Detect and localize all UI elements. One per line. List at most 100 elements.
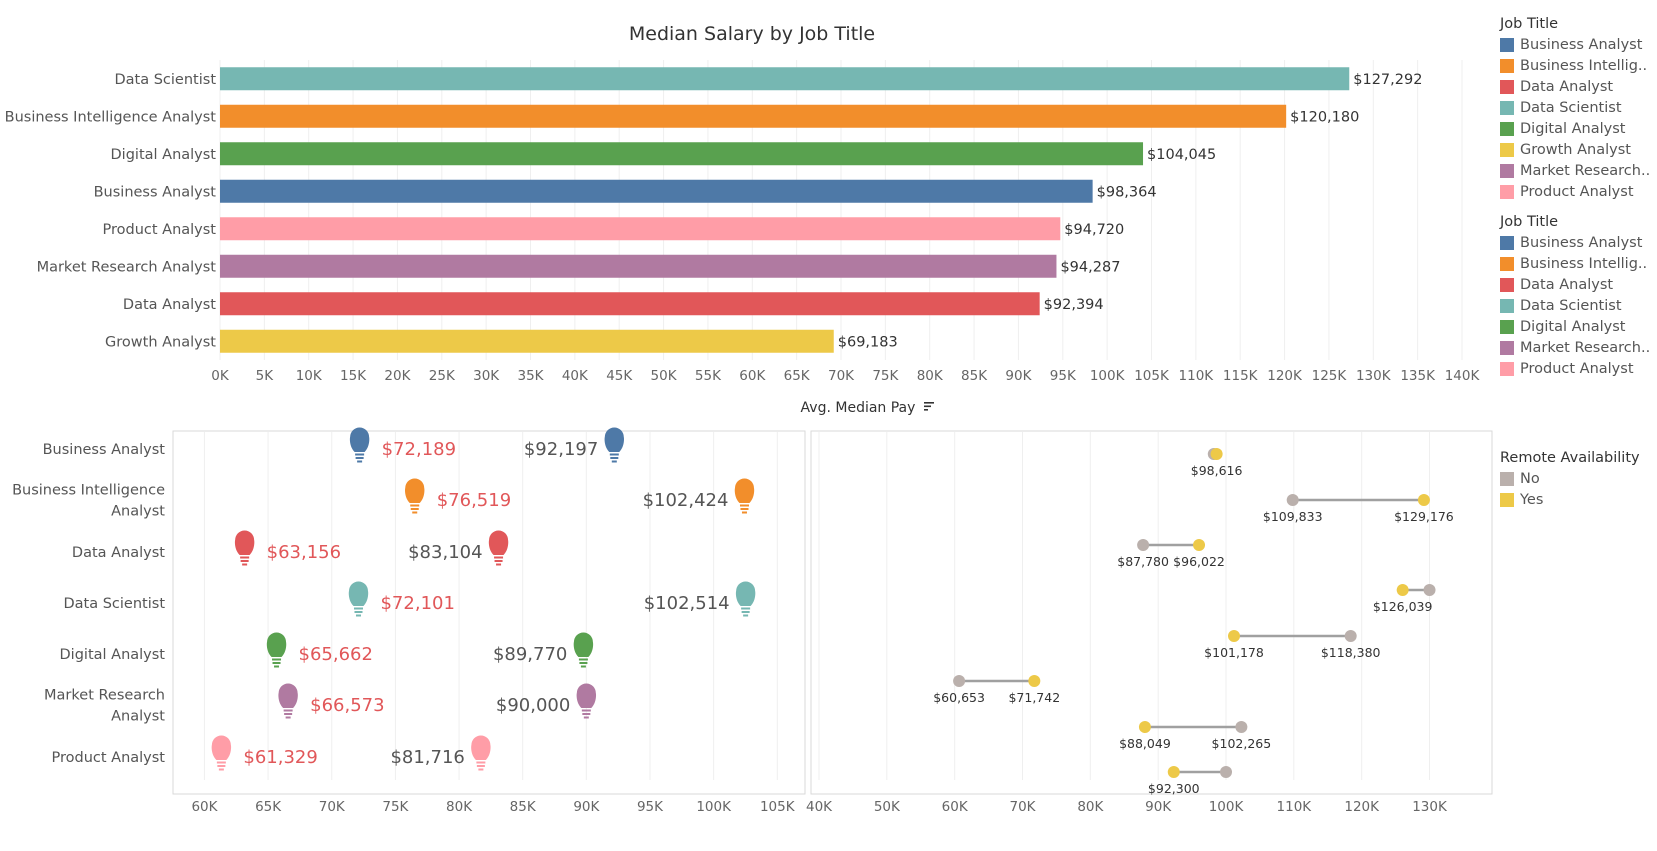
lightbulb-icon[interactable] xyxy=(735,581,756,617)
x-tick-label: 40K xyxy=(806,799,833,815)
lightbulb-icon[interactable] xyxy=(266,632,287,668)
x-tick-label: 110K xyxy=(1179,368,1215,384)
lightbulb-base xyxy=(494,556,504,559)
legend-item[interactable]: No xyxy=(1500,468,1640,489)
bar[interactable] xyxy=(220,292,1040,316)
lightbulb-base xyxy=(242,563,248,566)
remote-no-dot[interactable] xyxy=(953,675,966,687)
legend-item[interactable]: Data Scientist xyxy=(1500,295,1650,316)
lightbulb-icon[interactable] xyxy=(211,735,232,771)
legend-job-title-lightbulbs: Job Title Business Analyst Business Intel… xyxy=(1500,212,1650,379)
lightbulb-icon[interactable] xyxy=(348,581,369,617)
lightbulb-base xyxy=(741,611,750,613)
legend-item[interactable]: Business Analyst xyxy=(1500,232,1650,253)
lightbulb-base xyxy=(410,508,419,510)
remote-yes-dot[interactable] xyxy=(1167,766,1180,778)
legend-swatch xyxy=(1500,256,1514,271)
legend-item[interactable]: Product Analyst xyxy=(1500,181,1650,202)
lightbulb-icon[interactable] xyxy=(278,683,298,719)
remote-yes-dot[interactable] xyxy=(1417,494,1430,506)
remote-no-dot[interactable] xyxy=(1220,766,1233,778)
lightbulb-base xyxy=(578,658,588,661)
x-tick-label: 130K xyxy=(1412,799,1448,815)
lightbulb-icon[interactable] xyxy=(488,530,509,566)
lightbulb-base xyxy=(355,614,361,617)
data-label: $98,364 xyxy=(1097,184,1157,200)
lightbulb-icon[interactable] xyxy=(734,478,755,514)
legend-label: Growth Analyst xyxy=(1520,141,1631,158)
remote-yes-dot[interactable] xyxy=(1396,584,1409,596)
lightbulb-icon[interactable] xyxy=(234,530,255,566)
lightbulb-icon[interactable] xyxy=(576,683,597,719)
remote-no-dot[interactable] xyxy=(1344,630,1357,642)
legend-item[interactable]: Growth Analyst xyxy=(1500,139,1650,160)
bar-chart-x-axis-title[interactable]: Avg. Median Pay xyxy=(801,400,934,416)
bar[interactable] xyxy=(220,104,1287,128)
legend-label: Data Scientist xyxy=(1520,99,1622,116)
x-tick-label: 45K xyxy=(606,368,633,384)
lightbulb-base xyxy=(476,761,486,764)
legend-label: Business Intellig.. xyxy=(1520,255,1648,272)
remote-no-dot[interactable] xyxy=(1423,584,1436,596)
bar[interactable] xyxy=(220,142,1144,166)
lightbulb-base xyxy=(218,768,224,771)
data-label: $94,287 xyxy=(1060,259,1120,275)
lightbulb-icon[interactable] xyxy=(573,632,594,668)
legend-swatch xyxy=(1500,37,1514,52)
legend-item[interactable]: Data Analyst xyxy=(1500,76,1650,97)
legend-item[interactable]: Data Analyst xyxy=(1500,274,1650,295)
bar[interactable] xyxy=(220,179,1093,203)
legend-label: Business Intellig.. xyxy=(1520,57,1648,74)
remote-yes-dot[interactable] xyxy=(1210,448,1223,460)
bar[interactable] xyxy=(220,254,1057,278)
lightbulb-glass xyxy=(405,478,425,503)
remote-yes-dot[interactable] xyxy=(1028,675,1041,687)
lightbulb-base xyxy=(478,768,484,771)
legend-item[interactable]: Yes xyxy=(1500,489,1640,510)
legend-swatch xyxy=(1500,340,1514,355)
remote-no-dot[interactable] xyxy=(1137,539,1150,551)
x-tick-label: 60K xyxy=(739,368,766,384)
remote-no-dot[interactable] xyxy=(1235,721,1248,733)
lightbulb-glass xyxy=(488,530,509,555)
data-label: $104,045 xyxy=(1147,147,1216,163)
sort-descending-icon[interactable] xyxy=(924,402,934,411)
legend-item[interactable]: Digital Analyst xyxy=(1500,118,1650,139)
remote-yes-dot[interactable] xyxy=(1193,539,1206,551)
lightbulb-icon[interactable] xyxy=(405,478,425,514)
legend-item[interactable]: Data Scientist xyxy=(1500,97,1650,118)
category-label: Data Analyst xyxy=(123,297,216,313)
legend-job-title-bars: Job Title Business Analyst Business Intel… xyxy=(1500,14,1650,202)
x-tick-label: 20K xyxy=(384,368,411,384)
legend-item[interactable]: Market Research.. xyxy=(1500,160,1650,181)
bar[interactable] xyxy=(220,217,1061,241)
legend-item[interactable]: Business Intellig.. xyxy=(1500,55,1650,76)
legend-item[interactable]: Product Analyst xyxy=(1500,358,1650,379)
x-tick-label: 5K xyxy=(256,368,275,384)
lightbulb-base xyxy=(274,665,280,668)
data-label: $120,180 xyxy=(1290,109,1359,125)
x-tick-label: 25K xyxy=(429,368,456,384)
lightbulb-icon[interactable] xyxy=(604,427,625,463)
remote-yes-dot[interactable] xyxy=(1228,630,1241,642)
data-label: $127,292 xyxy=(1353,72,1422,88)
x-tick-label: 115K xyxy=(1223,368,1259,384)
low-salary-label: $72,101 xyxy=(380,593,454,614)
legend-item[interactable]: Business Intellig.. xyxy=(1500,253,1650,274)
legend-item[interactable]: Digital Analyst xyxy=(1500,316,1650,337)
bar[interactable] xyxy=(220,329,834,353)
lightbulb-icon[interactable] xyxy=(471,735,491,771)
legend-swatch xyxy=(1500,298,1514,313)
legend-swatch xyxy=(1500,235,1514,250)
lightbulb-base xyxy=(217,765,226,767)
remote-no-dot[interactable] xyxy=(1286,494,1299,506)
high-salary-label: $83,104 xyxy=(408,542,482,563)
lightbulb-base xyxy=(739,504,749,507)
data-label: $96,022 xyxy=(1173,554,1225,569)
x-axis-label: Avg. Median Pay xyxy=(801,400,916,416)
legend-item[interactable]: Business Analyst xyxy=(1500,34,1650,55)
bar[interactable] xyxy=(220,67,1350,91)
legend-item[interactable]: Market Research.. xyxy=(1500,337,1650,358)
lightbulb-icon[interactable] xyxy=(349,427,370,463)
remote-yes-dot[interactable] xyxy=(1138,721,1151,733)
